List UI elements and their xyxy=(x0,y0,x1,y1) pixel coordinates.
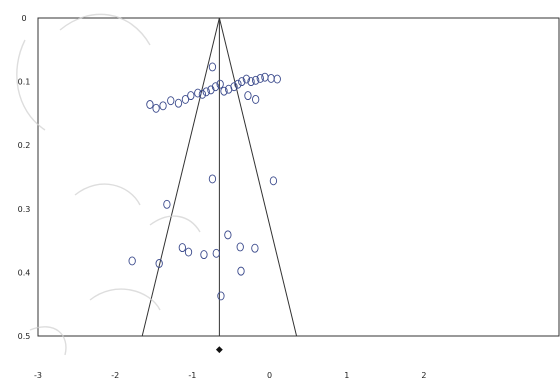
data-point xyxy=(252,75,260,85)
data-point xyxy=(217,291,225,301)
pooled-effect-diamond: ◆ xyxy=(216,345,223,355)
x-tick-label: -1 xyxy=(188,371,196,380)
data-point xyxy=(234,79,242,89)
data-point xyxy=(174,98,183,108)
data-point xyxy=(269,176,278,186)
data-point xyxy=(208,62,217,72)
data-point xyxy=(128,256,136,266)
x-tick-label: -3 xyxy=(34,371,42,380)
data-point xyxy=(208,174,217,184)
data-point xyxy=(256,73,264,83)
data-point xyxy=(242,74,251,84)
x-tick-label: 0 xyxy=(267,371,272,380)
data-point xyxy=(184,247,193,257)
data-point xyxy=(216,79,224,89)
data-point xyxy=(146,100,154,109)
data-point xyxy=(244,91,252,101)
data-point xyxy=(237,266,245,276)
y-tick-label: 0.5 xyxy=(18,332,31,341)
y-tick-label: 0.4 xyxy=(18,268,31,277)
plot-frame xyxy=(37,17,560,337)
y-tick-label: 0.3 xyxy=(18,205,31,214)
x-axis-ticks: -3 -2 -1 0 1 2 xyxy=(34,371,426,380)
x-tick-label: 2 xyxy=(421,371,426,380)
data-point xyxy=(194,88,202,98)
data-point xyxy=(152,103,160,113)
data-point xyxy=(252,94,260,104)
funnel-right-line xyxy=(218,17,298,337)
funnel-left-line xyxy=(141,17,220,337)
data-point xyxy=(251,243,259,253)
data-point xyxy=(212,248,220,258)
x-tick-label: -2 xyxy=(111,371,119,380)
y-tick-label: 0.1 xyxy=(18,78,31,87)
data-point xyxy=(273,74,281,84)
data-point xyxy=(247,77,255,87)
data-point xyxy=(236,242,244,252)
data-point xyxy=(230,82,238,92)
data-point xyxy=(155,259,163,268)
data-point xyxy=(267,73,275,83)
data-point xyxy=(198,89,207,99)
y-axis-ticks: 0 0.1 0.2 0.3 0.4 0.5 xyxy=(18,14,31,341)
plot-area xyxy=(37,17,560,337)
data-point xyxy=(163,199,171,209)
data-point xyxy=(207,85,215,95)
data-point xyxy=(178,243,186,253)
data-point xyxy=(159,101,167,111)
data-point xyxy=(261,72,269,82)
data-point xyxy=(224,230,232,240)
data-point xyxy=(167,96,175,106)
data-point xyxy=(211,82,220,92)
data-point xyxy=(238,77,246,87)
data-point xyxy=(202,87,210,97)
data-point xyxy=(200,250,208,260)
data-points xyxy=(128,62,281,301)
data-point xyxy=(220,86,228,96)
x-tick-label: 1 xyxy=(344,371,349,380)
y-tick-label: 0 xyxy=(21,14,26,23)
data-point xyxy=(187,91,195,101)
y-tick-label: 0.2 xyxy=(18,141,31,150)
